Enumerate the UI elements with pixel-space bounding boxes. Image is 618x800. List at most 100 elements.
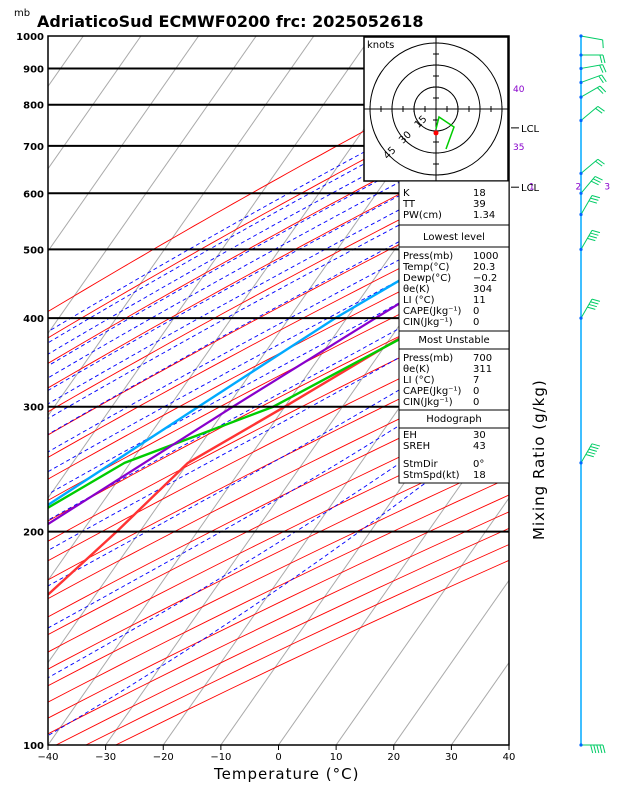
wind-barb-feather: [594, 175, 603, 181]
indices-table: K 18 TT 39 PW(cm) 1.34 Lowest level Press(mb) 10…: [398, 180, 510, 484]
wind-barb: [580, 35, 603, 41]
moist-adiabat-line: [48, 137, 509, 392]
series-line-parcel: [48, 233, 509, 526]
wind-level-dot: [579, 191, 583, 195]
most-unstable-row-label: Press(mb): [403, 353, 453, 364]
hodograph-row-label: EH: [403, 430, 417, 441]
wind-barb: [580, 443, 593, 464]
lowest-level-row-value: 0: [473, 306, 479, 317]
moist-adiabat-line: [48, 220, 509, 473]
lowest-level-row-label: LI (°C): [403, 295, 435, 306]
dry-adiabat-line: [48, 110, 509, 364]
wind-barb-feather: [595, 107, 603, 114]
wind-barb: [580, 158, 599, 174]
mixing-ratio-label: 2: [576, 182, 582, 192]
wind-barb-feather: [596, 744, 600, 754]
pressure-unit-label: mb: [14, 8, 30, 19]
lcl-label: LCL: [521, 183, 540, 194]
most-unstable-row-label: θe(K): [403, 364, 430, 375]
series-line-temperature: [48, 272, 509, 597]
mixing-ratio-line: [532, 21, 618, 193]
lowest-level-row-value: −0.2: [473, 273, 497, 284]
mixing-ratio-line: [607, 21, 618, 193]
index-row-value: 1.34: [473, 210, 495, 221]
wind-barb-feather: [591, 298, 601, 302]
storm-motion-dot: [433, 130, 439, 136]
wind-level-dot: [579, 118, 583, 123]
index-row-label: K: [403, 188, 410, 199]
dry-adiabat-line: [48, 282, 509, 522]
most-unstable-row-value: 0: [473, 397, 479, 408]
wind-barb: [580, 230, 593, 250]
wind-barb-feather: [587, 306, 596, 310]
hodograph-units: knots: [367, 40, 394, 51]
wind-profile: [579, 34, 607, 754]
lowest-level-row-value: 1000: [473, 251, 498, 262]
wind-barb: [580, 105, 599, 121]
wind-level-dot: [579, 80, 583, 85]
wind-level-dot: [579, 212, 583, 217]
wind-barb-feather: [602, 64, 607, 73]
wind-level-dot: [579, 66, 583, 71]
wind-barb-feather: [597, 105, 605, 112]
index-row-value: 18: [473, 188, 486, 199]
pressure-tick-label: 100: [23, 741, 44, 752]
wind-barb-feather: [597, 158, 605, 165]
index-row-value: 39: [473, 199, 486, 210]
mixing-ratio-label: 3: [604, 182, 610, 192]
wind-barb-feather: [591, 229, 601, 234]
pressure-tick-label: 200: [23, 528, 44, 539]
wind-barb-feather: [595, 160, 603, 167]
wind-barb-feather: [590, 180, 599, 186]
wind-barb: [580, 74, 602, 83]
wind-barb-feather: [590, 744, 594, 754]
isotherm-line: [393, 579, 509, 745]
pressure-tick-label: 700: [23, 142, 44, 153]
wind-barb-feather: [590, 197, 599, 201]
wind-barb-feather: [592, 178, 601, 183]
wind-barb-feather: [599, 85, 607, 93]
isotherm-line: [335, 497, 509, 745]
chart-axes: 1234681012141618202530354010020030040050…: [16, 32, 610, 763]
x-tick-label: 30: [445, 752, 458, 763]
isotherm-label: 35: [513, 143, 524, 153]
wind-barb-feather: [588, 448, 597, 452]
chart-title: AdriaticoSud ECMWF0200 frc: 2025052618: [37, 12, 423, 31]
dry-adiabat-line: [48, 82, 509, 339]
dry-adiabat-line: [48, 325, 509, 562]
wind-barb-feather: [593, 744, 597, 754]
x-tick-label: 40: [503, 752, 516, 763]
x-tick-label: 10: [330, 752, 343, 763]
hodograph-row-label: SREH: [403, 441, 430, 452]
lowest-level-row-label: CIN(Jkg⁻¹): [403, 317, 453, 328]
wind-barb-feather: [588, 235, 597, 239]
pressure-tick-label: 500: [23, 245, 44, 256]
isotherm-label: 40: [513, 85, 525, 95]
hodograph-row-value: 30: [473, 430, 486, 441]
wind-level-dot: [579, 171, 583, 176]
lowest-level-row-value: 20.3: [473, 262, 495, 273]
wind-barb-feather: [599, 64, 604, 73]
x-axis-label: Temperature (°C): [213, 765, 359, 783]
wind-barb-feather: [599, 744, 603, 754]
isotherm-line: [48, 36, 142, 170]
wind-level-dot: [579, 316, 583, 320]
pressure-tick-label: 800: [23, 101, 44, 112]
wind-barb-feather: [591, 443, 601, 447]
isotherm-line: [0, 21, 36, 777]
wind-barb-feather: [588, 303, 597, 308]
most-unstable-row-value: 7: [473, 375, 479, 386]
most-unstable-row-value: 0: [473, 386, 479, 397]
wind-barb-feather: [601, 74, 607, 83]
mixing-ratio-axis-label: Mixing Ratio (g/kg): [530, 379, 548, 540]
index-row-label: TT: [402, 199, 416, 210]
dry-adiabat-line: [48, 303, 509, 542]
dry-adiabat-line: [48, 365, 509, 600]
wind-barb-feather: [602, 54, 606, 64]
wind-barb: [580, 64, 603, 69]
lcl-label: LCL: [521, 124, 540, 135]
wind-barb-feather: [591, 195, 601, 199]
isotherm-line: [48, 36, 315, 417]
wind-level-dot: [579, 743, 583, 747]
